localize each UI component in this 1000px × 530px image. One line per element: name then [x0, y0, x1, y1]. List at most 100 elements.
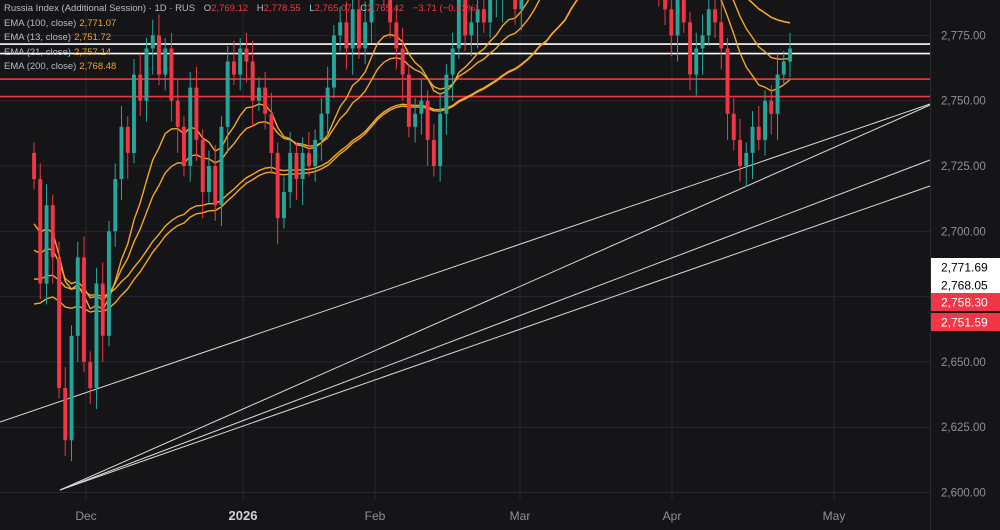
legend: Russia Index (Additional Session) · 1D ·…: [4, 2, 478, 75]
candle-body: [63, 388, 68, 441]
price-label-box: [931, 293, 1000, 311]
ema-21-line: [33, 0, 791, 301]
candle-body: [144, 48, 149, 101]
candle-body: [738, 139, 742, 166]
price-label-box: [931, 276, 1000, 294]
candle-body: [182, 126, 186, 166]
candle-body: [225, 61, 230, 127]
candle-body: [663, 0, 667, 10]
candle-body: [238, 48, 243, 75]
candle-body: [400, 48, 405, 75]
candle-body: [775, 74, 780, 114]
candle-body: [669, 9, 674, 36]
price-label-text: 2,758.30: [941, 296, 988, 310]
candle-body: [307, 152, 311, 166]
high-value: 2,778.55: [263, 3, 301, 14]
price-label-text: 2,771.69: [941, 261, 988, 275]
candle-body: [725, 48, 730, 114]
candle-body: [250, 61, 255, 101]
candle-body: [700, 35, 705, 49]
candle-body: [275, 152, 280, 219]
candle-body: [475, 9, 480, 23]
x-tick-label: 2026: [229, 508, 258, 523]
indicator-ema200[interactable]: EMA (200, close) 2,768.48: [4, 61, 117, 72]
candle-body: [300, 152, 305, 179]
candle-body: [38, 179, 43, 284]
time-axis[interactable]: Dec 2026 Feb Mar Apr May: [75, 508, 845, 523]
candle-body: [69, 335, 74, 441]
price-label-text: 2,751.59: [941, 316, 988, 330]
indicator-ema100[interactable]: EMA (100, close) 2,771.07: [4, 17, 117, 29]
low-value: 2,765.07: [314, 3, 352, 14]
candle-body: [456, 0, 461, 49]
trendline: [59, 185, 931, 491]
candle-body: [344, 22, 349, 49]
candle-body: [94, 283, 99, 388]
candle-body: [438, 113, 443, 166]
trendline: [59, 104, 931, 491]
price-label-box: [931, 313, 1000, 331]
candle-body: [244, 48, 249, 62]
horizontal-levels: [0, 43, 930, 98]
candle-body: [32, 152, 36, 179]
indicator-ema13[interactable]: EMA (13, close) 2,751.72: [4, 32, 112, 43]
candle-body: [325, 87, 330, 114]
candle-body: [763, 100, 767, 140]
candle-body: [731, 113, 736, 140]
candle-body: [781, 61, 786, 75]
candle-body: [756, 126, 761, 140]
candle-body: [294, 152, 299, 179]
candle-body: [513, 0, 518, 10]
candle-body: [100, 283, 105, 336]
candle-body: [150, 35, 155, 49]
candle-body: [688, 22, 692, 75]
price-label-text: 2,768.05: [941, 279, 988, 293]
y-tick-label: 2,600.00: [941, 488, 986, 500]
candle-body: [406, 74, 411, 127]
ema-200-line: [33, 0, 791, 313]
ema-100-line: [33, 0, 791, 298]
candle-body: [413, 113, 418, 127]
symbol-name[interactable]: Russia Index (Additional Session) · 1D ·…: [4, 3, 196, 14]
y-tick-label: 2,650.00: [941, 357, 986, 369]
candle-body: [681, 0, 686, 23]
candle-body: [713, 9, 717, 23]
candle-body: [313, 139, 318, 166]
candle-body: [488, 0, 493, 23]
candle-body: [88, 361, 93, 388]
candle-body: [213, 166, 218, 206]
ema-lines: [33, 0, 791, 313]
candle-body: [194, 87, 199, 140]
candle-body: [519, 0, 524, 10]
candle-body: [282, 192, 286, 219]
candle-body: [50, 205, 55, 258]
y-tick-label: 2,625.00: [941, 422, 986, 434]
x-tick-label: Apr: [663, 509, 682, 523]
candle-body: [444, 74, 449, 114]
close-value: 2,765.42: [367, 3, 405, 14]
candle-body: [719, 22, 724, 49]
candle-body: [469, 22, 474, 36]
candles: [32, 0, 792, 462]
candle-body: [175, 100, 180, 127]
candle-body: [57, 257, 61, 388]
candle-body: [288, 152, 293, 193]
candle-body: [363, 22, 368, 49]
candle-body: [350, 9, 355, 49]
candle-body: [169, 48, 174, 101]
y-tick-label: 2,725.00: [941, 161, 986, 173]
candle-body: [44, 205, 49, 284]
indicator-ema21[interactable]: EMA (21, close) 2,757.14: [4, 46, 112, 58]
candle-body: [319, 113, 324, 140]
candle-body: [450, 48, 455, 75]
price-level-labels: 2,771.69 2,768.05 2,758.30 2,751.59: [931, 258, 1000, 331]
open-value: 2,769.12: [211, 3, 249, 14]
candle-body: [232, 61, 236, 75]
candle-body: [200, 139, 205, 193]
candle-body: [706, 9, 711, 36]
candle-body: [369, 0, 374, 23]
candle-body: [119, 126, 124, 179]
candle-body: [157, 35, 161, 75]
candle-body: [744, 152, 749, 166]
